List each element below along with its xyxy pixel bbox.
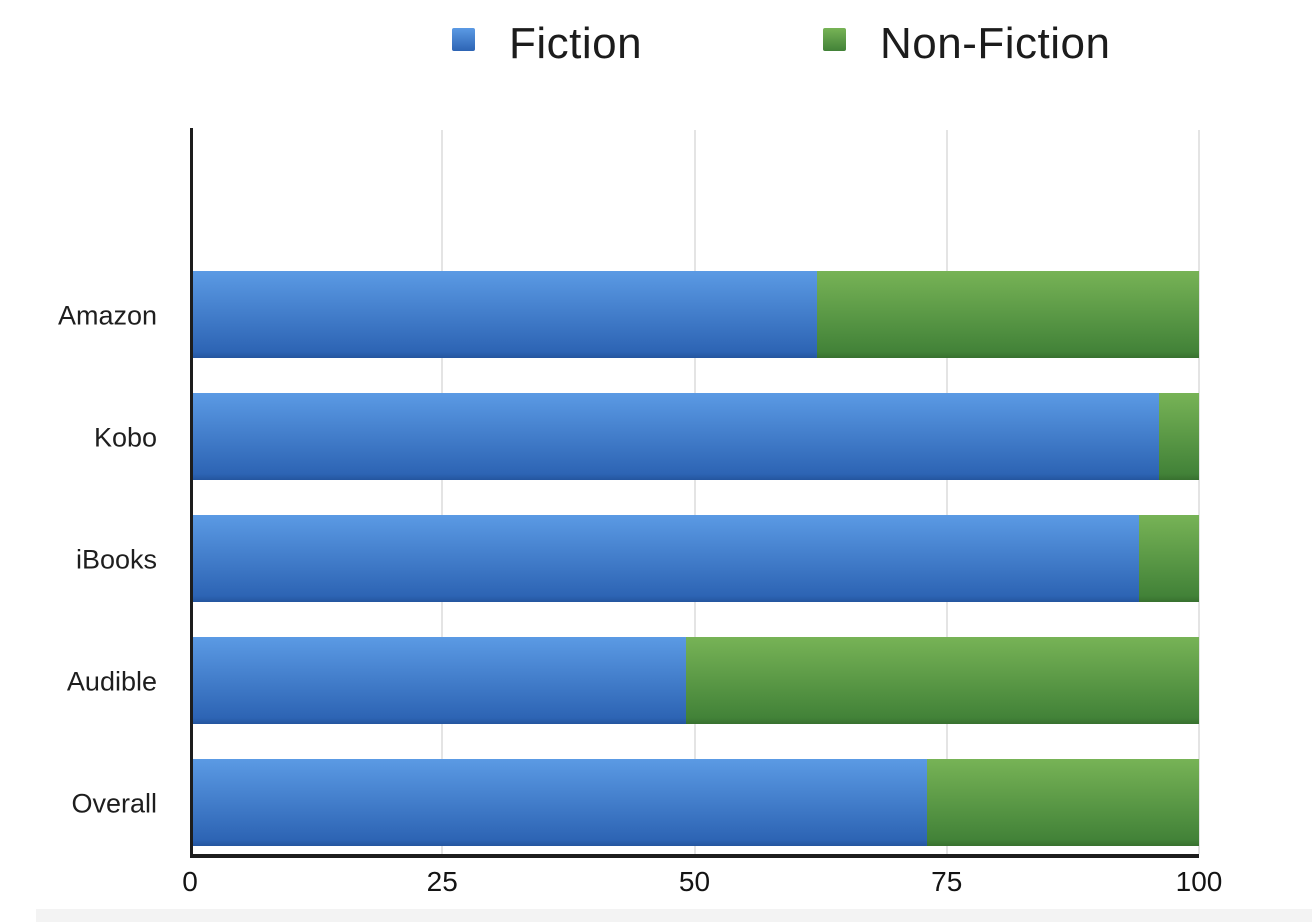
bar-row-kobo [193,393,1199,480]
x-tick-label-25: 25 [426,866,458,897]
bar-segment-fiction-ibooks [193,515,1139,602]
bar-row-amazon [193,271,1199,358]
x-tick-label-50: 50 [678,866,711,897]
bar-segment-non-fiction-ibooks [1138,515,1199,602]
y-axis-line [190,128,193,858]
bar-segment-non-fiction-amazon [816,271,1199,358]
category-label-overall: Overall [71,788,157,818]
bar-segment-non-fiction-overall [927,759,1199,846]
legend-item-non-fiction: Non-Fiction [823,20,1110,68]
legend-label: Non-Fiction [880,19,1111,68]
legend-swatch-non-fiction [823,27,846,51]
plot-area [190,128,1200,858]
bottom-strip [36,909,1312,922]
bar-row-overall [193,759,1199,846]
gridline-50 [693,130,696,854]
bar-segment-fiction-kobo [193,393,1159,480]
category-label-amazon: Amazon [57,300,157,330]
bar-segment-fiction-amazon [193,271,817,358]
gridline-100 [1198,130,1200,854]
bar-row-ibooks [193,515,1199,602]
legend-item-fiction: Fiction [452,20,642,68]
bar-segment-non-fiction-kobo [1158,393,1199,480]
gridline-25 [441,130,444,854]
x-tick-label-75: 75 [931,866,963,897]
x-tick-label-100: 100 [1175,866,1223,897]
bar-segment-non-fiction-audible [685,637,1199,724]
gridline-75 [945,130,948,854]
category-label-ibooks: iBooks [75,544,157,574]
category-label-kobo: Kobo [93,422,157,452]
x-tick-label-0: 0 [182,866,198,897]
bar-row-audible [193,637,1199,724]
bar-segment-fiction-overall [193,759,928,846]
x-axis-line [190,854,1199,858]
category-label-audible: Audible [66,666,157,696]
bar-segment-fiction-audible [193,637,686,724]
legend-swatch-fiction [452,27,475,51]
legend-label: Fiction [509,19,643,68]
